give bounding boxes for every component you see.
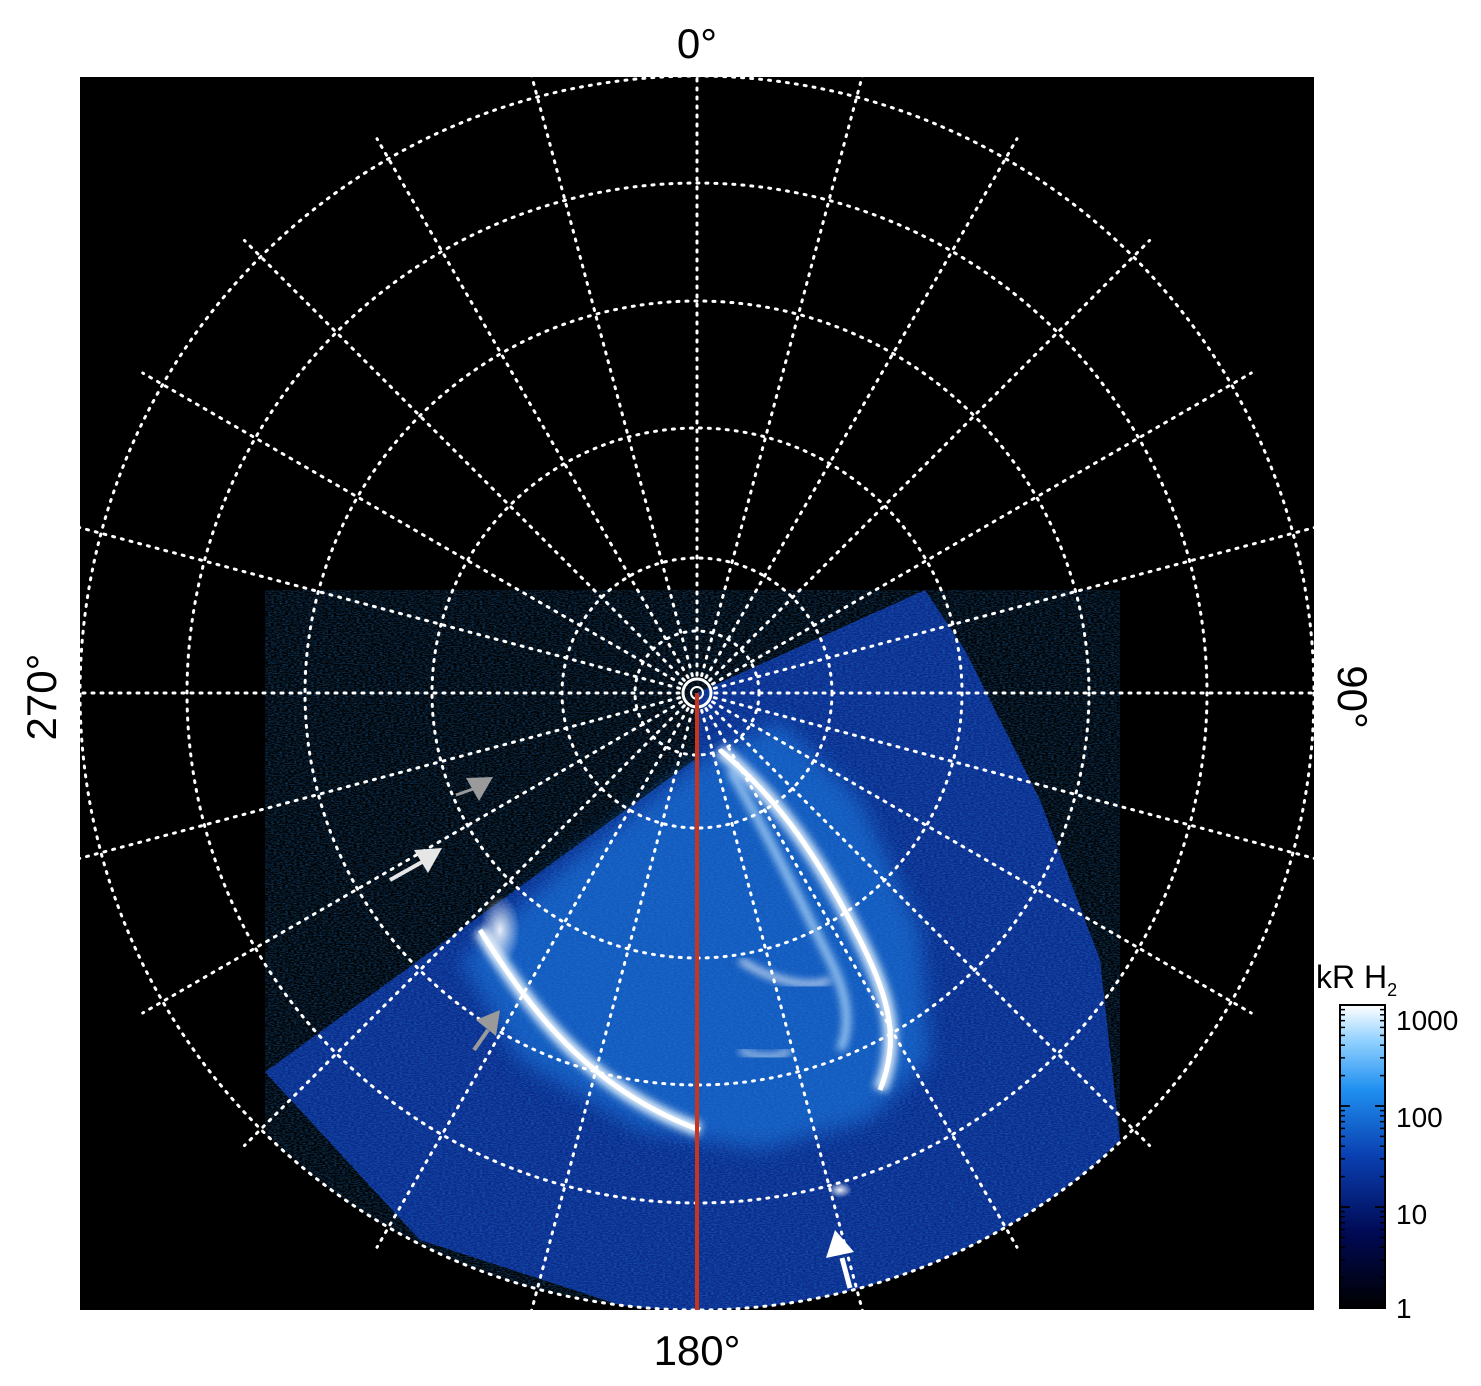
- colorbar-tick-1000: 1000: [1396, 1005, 1458, 1036]
- label-left: 270°: [18, 654, 65, 741]
- label-top: 0°: [677, 20, 717, 67]
- gray-arrow-lower-left: [472, 1010, 500, 1052]
- label-bottom: 180°: [654, 1327, 741, 1374]
- gray-arrow-upper-left: [455, 777, 493, 801]
- colorbar-tick-1: 1: [1396, 1293, 1412, 1324]
- white-arrow-bottom: [826, 1230, 854, 1289]
- colorbar-title: kR H2: [1316, 959, 1397, 1000]
- colorbar-gradient: [1339, 1004, 1386, 1309]
- white-arrow-upper-left: [389, 848, 442, 882]
- colorbar-tick-100: 100: [1396, 1102, 1443, 1133]
- colorbar: kR H2 1000 100 10 1: [1316, 959, 1458, 1324]
- colorbar-title-subscript: 2: [1387, 980, 1397, 1000]
- label-right: 90°: [1329, 665, 1376, 729]
- aurora-emission-region: [265, 590, 1120, 1310]
- colorbar-tick-10: 10: [1396, 1199, 1427, 1230]
